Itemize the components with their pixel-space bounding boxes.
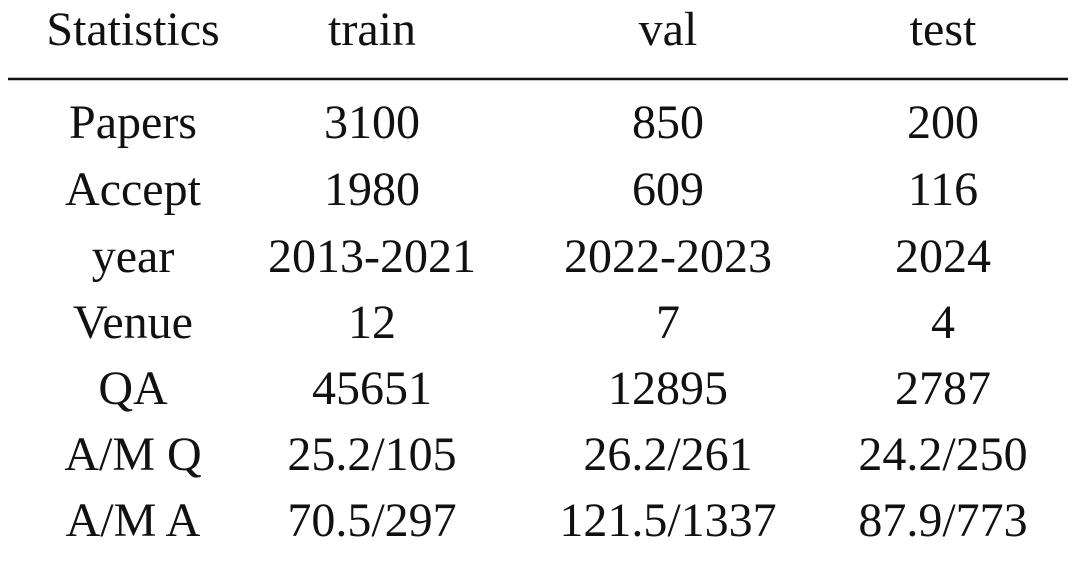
row-label: A/M Q: [64, 428, 201, 481]
cell: 2024: [895, 230, 991, 283]
cell: 2787: [895, 362, 991, 415]
row-label: Venue: [73, 296, 193, 349]
row-label: Accept: [65, 163, 202, 216]
cell: 26.2/261: [583, 428, 752, 481]
cell: 2022-2023: [564, 230, 772, 283]
row-label: A/M A: [66, 494, 201, 547]
cell: 1980: [324, 163, 420, 216]
cell: 2013-2021: [268, 230, 476, 283]
cell: 45651: [312, 362, 432, 415]
cell: 609: [632, 163, 704, 216]
cell: 12895: [608, 362, 728, 415]
cell: 4: [931, 296, 955, 349]
cell: 200: [907, 96, 979, 149]
header-cell: val: [639, 3, 698, 56]
cell: 850: [632, 96, 704, 149]
cell: 25.2/105: [287, 428, 456, 481]
header-cell: test: [910, 3, 977, 56]
row-label: year: [92, 230, 175, 283]
cell: 87.9/773: [858, 494, 1027, 547]
cell: 70.5/297: [287, 494, 456, 547]
row-label: Papers: [69, 96, 197, 149]
row-label: QA: [98, 362, 168, 415]
header-cell: Statistics: [46, 3, 219, 56]
cell: 3100: [324, 96, 420, 149]
cell: 121.5/1337: [559, 494, 776, 547]
header-cell: train: [328, 3, 416, 56]
cell: 7: [656, 296, 680, 349]
cell: 12: [348, 296, 396, 349]
cell: 116: [908, 163, 978, 216]
cell: 24.2/250: [858, 428, 1027, 481]
